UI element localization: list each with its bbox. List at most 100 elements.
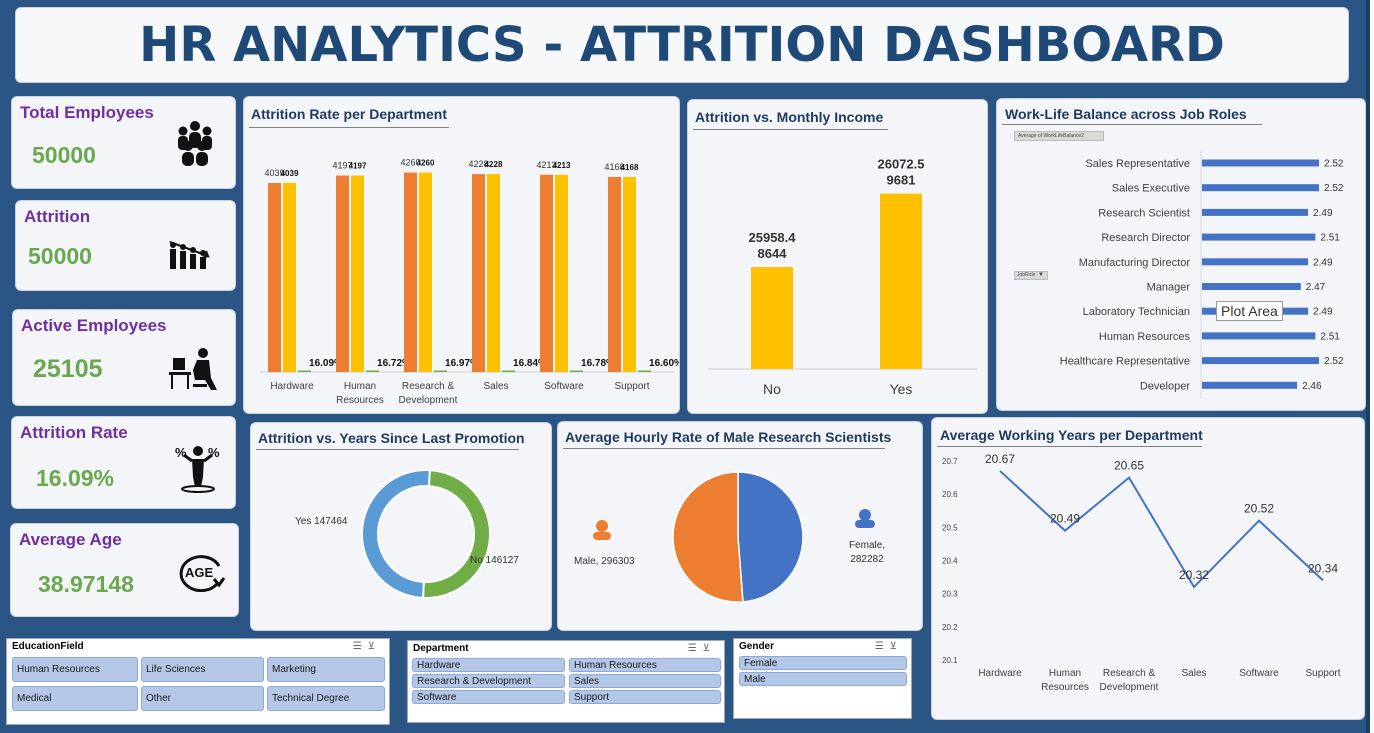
data-label-series2: 4228 — [485, 160, 503, 169]
y-tick-label: 20.7 — [942, 457, 958, 466]
multi-select-icon[interactable]: ☰ — [874, 641, 890, 652]
bar-5 — [1202, 283, 1301, 290]
clear-filter-icon[interactable]: ⊻ — [889, 641, 903, 652]
income-chart-panel: Attrition vs. Monthly Income 25958.4 8644… — [687, 99, 988, 414]
category-label: Hardware — [270, 381, 314, 392]
category-label: Support — [1305, 668, 1340, 679]
slicer-item-male[interactable]: Male — [739, 672, 907, 686]
male-icon-body — [593, 532, 611, 540]
kpi-label: Attrition — [24, 207, 91, 226]
desk-worker-icon — [169, 348, 217, 390]
kpi-card-attrition: Attrition 50000 — [15, 200, 236, 291]
category-label: Development — [1100, 682, 1159, 693]
chart-title: Work-Life Balance across Job Roles — [1005, 106, 1247, 122]
category-label: Research & — [402, 381, 455, 392]
clear-filter-icon[interactable]: ⊻ — [367, 641, 381, 652]
slicer-item-research-development[interactable]: Research & Development — [412, 674, 565, 688]
category-label: Software — [1239, 668, 1279, 679]
pivot-axis-button[interactable]: JobRole ▼ — [1014, 271, 1048, 280]
category-label: Human Resources — [1099, 331, 1191, 343]
chart-title-underline — [256, 449, 519, 450]
chart-title: Attrition vs. Monthly Income — [695, 109, 884, 125]
chart-title: Attrition vs. Years Since Last Promotion — [258, 430, 525, 446]
chart-title-underline — [1002, 124, 1262, 125]
category-label: Manager — [1147, 282, 1191, 294]
slicer-item-hardware[interactable]: Hardware — [412, 658, 565, 672]
data-label: 20.67 — [985, 452, 1015, 466]
kpi-label: Attrition Rate — [20, 423, 128, 442]
data-label-series1: 4197 — [332, 161, 352, 171]
y-tick-label: 20.5 — [942, 523, 958, 532]
slice-label-female-value: 282282 — [850, 554, 884, 565]
bar-2 — [1202, 208, 1309, 216]
pivot-axis-label: JobRole — [1017, 272, 1036, 278]
category-label: Resources — [336, 395, 384, 406]
slicer-item-sales[interactable]: Sales — [569, 674, 721, 688]
category-label: Resources — [1041, 682, 1089, 693]
bar-series1-1 — [336, 175, 349, 372]
bar-series2-4 — [555, 174, 568, 372]
slicer-item-human-resources[interactable]: Human Resources — [569, 658, 721, 672]
percent-person-icon: % % — [175, 445, 220, 493]
data-label: 2.52 — [1324, 356, 1344, 367]
data-label-series3: 16.60% — [649, 358, 680, 369]
slicer-item-life-sciences[interactable]: Life Sciences — [141, 657, 264, 682]
category-label: Research Scientist — [1098, 207, 1190, 219]
slicer-item-human-resources[interactable]: Human Resources — [12, 657, 138, 682]
kpi-label: Average Age — [19, 530, 122, 549]
bar-8 — [1202, 357, 1320, 365]
kpi-value: 50000 — [28, 243, 92, 269]
slicer-item-technical-degree[interactable]: Technical Degree — [267, 686, 385, 711]
data-label: 20.34 — [1308, 561, 1338, 575]
slicer-toolbar: ☰⊻ — [875, 641, 903, 652]
kpi-card-active-employees: Active Employees 25105 — [12, 309, 236, 406]
category-label: Sales — [483, 381, 508, 392]
bar-series2-0 — [283, 182, 296, 372]
multi-select-icon[interactable]: ☰ — [352, 641, 368, 652]
y-tick-label: 20.1 — [942, 656, 958, 665]
slicer-item-female[interactable]: Female — [739, 656, 907, 670]
data-label: 2.47 — [1306, 282, 1326, 293]
category-label: Software — [544, 381, 584, 392]
donut-slice-yes — [360, 469, 431, 599]
chart-title: Average Hourly Rate of Male Research Sci… — [565, 429, 892, 445]
slicer-item-software[interactable]: Software — [412, 690, 565, 704]
y-tick-label: 20.6 — [942, 490, 958, 499]
bar-series3-0 — [298, 370, 311, 372]
kpi-value: 50000 — [32, 142, 96, 168]
data-label-series1: 4168 — [604, 162, 624, 172]
slicer-item-support[interactable]: Support — [569, 690, 721, 704]
data-label: 20.49 — [1050, 512, 1080, 526]
bar-0 — [1202, 159, 1320, 167]
slicer-item-marketing[interactable]: Marketing — [267, 657, 385, 682]
slicer-item-medical[interactable]: Medical — [12, 686, 138, 711]
bar-series2-3 — [487, 174, 500, 372]
data-label: 2.52 — [1324, 183, 1344, 194]
data-label: 2.46 — [1302, 381, 1322, 392]
data-label: 2.51 — [1320, 331, 1340, 342]
data-label-series2: 4197 — [349, 162, 367, 171]
multi-select-icon[interactable]: ☰ — [687, 643, 703, 654]
bar-series3-5 — [638, 370, 651, 372]
bar-series2-5 — [623, 176, 636, 372]
data-label: 2.49 — [1313, 208, 1333, 219]
category-label: Development — [399, 395, 458, 406]
female-icon — [859, 509, 871, 521]
data-label: 25958.4 — [749, 230, 797, 245]
category-label: Manufacturing Director — [1079, 257, 1191, 269]
slicer-item-other[interactable]: Other — [141, 686, 264, 711]
slicer-title: EducationField — [12, 641, 84, 652]
data-label: 8644 — [758, 246, 788, 261]
series-line — [999, 470, 1324, 589]
category-label: Sales — [1181, 668, 1206, 679]
bar-series1-0 — [268, 182, 281, 372]
data-label: 20.32 — [1179, 568, 1209, 582]
pivot-field-button[interactable]: Average of WorkLifeBalance2 — [1014, 131, 1104, 141]
dept-attrition-chart-panel: Attrition Rate per Department 4039 4039 16… — [243, 96, 680, 414]
promotion-chart-panel: Attrition vs. Years Since Last Promotion… — [250, 422, 552, 631]
kpi-card-attrition-rate: Attrition Rate 16.09% % % — [11, 416, 236, 509]
svg-text:AGE: AGE — [185, 565, 214, 580]
bar-3 — [1202, 233, 1316, 241]
clear-filter-icon[interactable]: ⊻ — [702, 643, 716, 654]
bar-1 — [1202, 184, 1320, 192]
